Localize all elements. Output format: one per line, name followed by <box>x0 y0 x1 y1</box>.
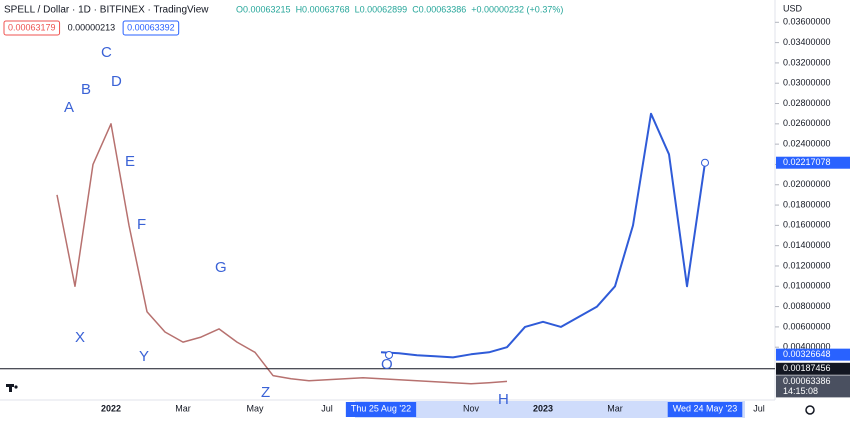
y-tick-label: 0.02000000 <box>783 179 831 189</box>
x-tick-label: Mar <box>175 403 191 413</box>
series-line <box>56 123 508 385</box>
annotation: Y <box>139 348 149 365</box>
y-tick-label: 0.01600000 <box>783 220 831 230</box>
projection-end <box>701 158 709 167</box>
tv-logo <box>6 384 18 392</box>
annotation: Z <box>261 384 270 401</box>
quote-box <box>3 20 61 36</box>
y-tick-label: 0.02400000 <box>783 139 831 149</box>
price-tag-label: 0.00326648 <box>783 349 831 359</box>
y-tick-label: 0.03200000 <box>783 57 831 67</box>
annotation: X <box>75 329 85 346</box>
ohlc-value: H0.00063768 <box>296 4 350 14</box>
x-tick-label: May <box>246 403 264 413</box>
ohlc-value: C0.00063386 <box>412 4 466 14</box>
symbol-title: SPELL / Dollar · 1D · BITFINEX · Trading… <box>4 5 209 16</box>
ohlc-value: O0.00063215 <box>236 4 291 14</box>
y-tick-label: 0.02800000 <box>783 98 831 108</box>
price-tag <box>776 362 850 375</box>
x-tick-label: Mar <box>607 403 623 413</box>
ohlc-value: L0.00062899 <box>355 4 408 14</box>
annotation: G <box>215 259 227 276</box>
price-tag-label: 0.00187456 <box>783 363 831 373</box>
x-crosshair-label-bg <box>667 402 743 417</box>
y-unit: USD <box>783 3 803 13</box>
y-tick-label: 0.00800000 <box>783 301 831 311</box>
x-tick-label: Jul <box>753 403 765 413</box>
annotation: D <box>111 73 122 90</box>
annotation: H <box>498 391 509 408</box>
quote-box-text: 0.00000213 <box>68 22 116 32</box>
annotation: C <box>101 44 112 61</box>
annotation: A <box>64 99 74 116</box>
annotation: O <box>381 356 393 373</box>
price-tag-time: 14:15:08 <box>783 386 818 396</box>
x-tick-label: Thu 25 Aug '22 <box>351 403 411 413</box>
price-tag <box>776 156 850 169</box>
price-tag-label: 0.00063386 <box>783 376 831 386</box>
price-tag-label: 0.02217078 <box>783 157 831 167</box>
y-tick-label: 0.01000000 <box>783 281 831 291</box>
projection-start <box>385 351 393 359</box>
ohlc-value: +0.00000232 (+0.37%) <box>471 4 563 14</box>
x-tick-label: 2022 <box>101 403 121 413</box>
y-tick-label: 0.03600000 <box>783 17 831 27</box>
y-tick-label: 0.00400000 <box>783 342 831 352</box>
y-tick-label: 0.01400000 <box>783 240 831 250</box>
annotation: B <box>81 81 91 98</box>
price-tag <box>776 375 850 398</box>
quote-box <box>122 20 180 36</box>
quote-box-text: 0.00063179 <box>8 22 56 32</box>
x-tick-label: 2023 <box>533 403 553 413</box>
annotation: F <box>137 216 146 233</box>
series-line <box>380 112 706 359</box>
x-tick-label: Nov <box>463 403 480 413</box>
x-crosshair-label-bg <box>345 402 417 417</box>
time-selection <box>355 401 745 418</box>
quote-box-text: 0.00063392 <box>127 22 175 32</box>
y-tick-label: 0.03400000 <box>783 37 831 47</box>
settings-icon[interactable] <box>805 405 815 415</box>
y-tick-label: 0.00600000 <box>783 321 831 331</box>
annotation: E <box>125 153 135 170</box>
x-tick-label: Wed 24 May '23 <box>673 403 738 413</box>
price-tag <box>776 348 850 361</box>
y-tick-label: 0.01800000 <box>783 199 831 209</box>
x-tick-label: Jul <box>321 403 333 413</box>
y-tick-label: 0.03000000 <box>783 78 831 88</box>
y-tick-label: 0.02600000 <box>783 118 831 128</box>
y-tick-label: 0.01200000 <box>783 260 831 270</box>
